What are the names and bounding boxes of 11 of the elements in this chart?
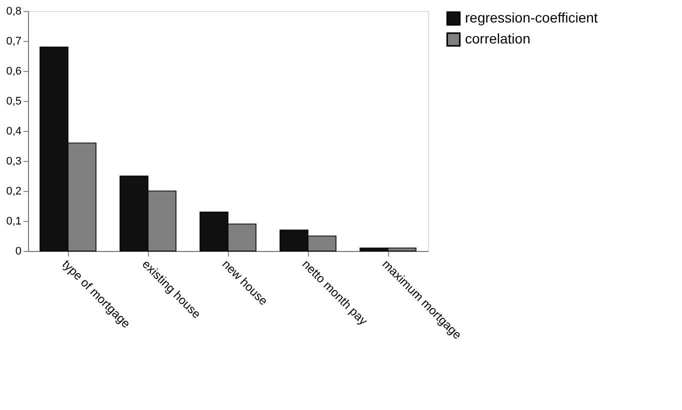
y-tick-label: 0,1 [6, 216, 22, 228]
y-tick-label: 0,8 [6, 6, 22, 18]
y-tick-label: 0,3 [6, 156, 22, 168]
y-tick-label: 0,6 [6, 66, 22, 78]
y-tick-label: 0,5 [6, 96, 22, 108]
y-tick-label: 0,2 [6, 186, 22, 198]
y-tick-label: 0,4 [6, 126, 22, 138]
y-tick-label: 0,7 [6, 36, 22, 48]
y-tick-label: 0 [15, 246, 22, 258]
legend-label: correlation [465, 30, 530, 46]
legend-label: regression-coefficient [465, 10, 598, 26]
